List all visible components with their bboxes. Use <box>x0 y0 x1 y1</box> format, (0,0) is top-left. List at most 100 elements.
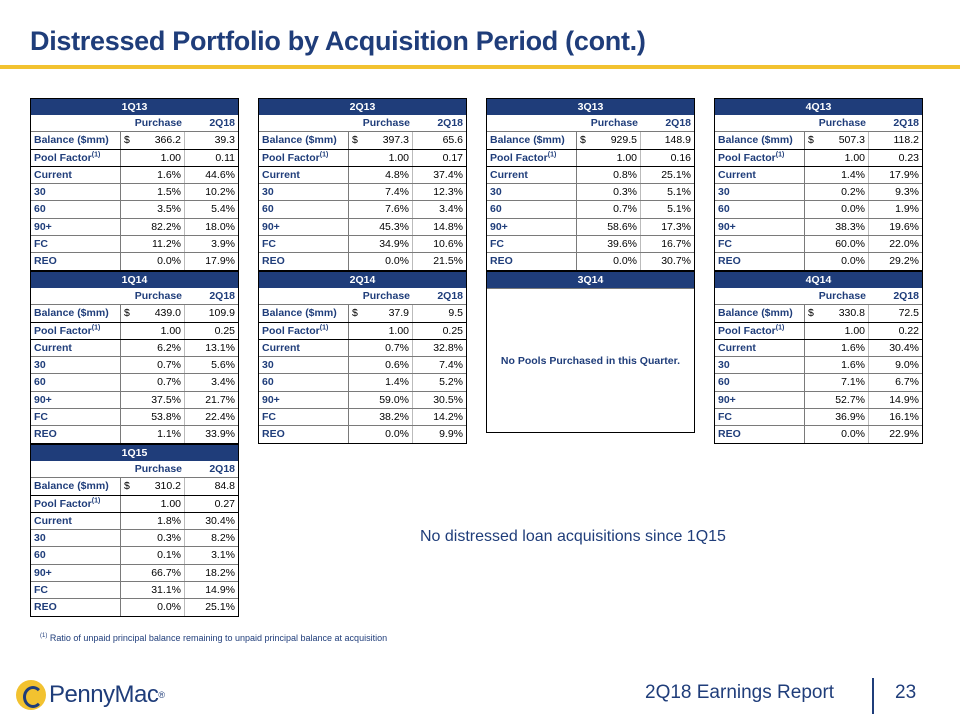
page-number: 23 <box>895 682 917 703</box>
row-label: 30 <box>31 530 121 547</box>
d60-current: 3.1% <box>211 549 235 562</box>
footnote-ref: (1) <box>319 151 329 159</box>
reo-purchase-value: 0.0% <box>841 255 865 268</box>
fc-purchase-value: 31.1% <box>151 584 181 597</box>
d30-purchase: 0.2% <box>805 184 869 201</box>
column-header-current: 2Q18 <box>665 117 691 129</box>
pool-factor-current: 0.17 <box>442 151 463 164</box>
current-current: 13.1% <box>205 341 235 354</box>
row-label: 90+ <box>259 218 349 236</box>
reo-purchase-value: 0.0% <box>157 601 181 614</box>
row-label: Pool Factor(1) <box>259 149 349 166</box>
d60-row: 60 7.1% 6.7% <box>715 373 922 391</box>
pool-factor-purchase-value: 1.00 <box>160 497 181 510</box>
d60-purchase-value: 0.0% <box>841 203 865 216</box>
current-purchase: 0.7% <box>349 339 413 357</box>
quarter-table-2q13: 2Q13 Purchase 2Q18 Balance ($mm) $397.3 65.6 P… <box>258 98 467 271</box>
quarter-table-3q13: 3Q13 Purchase 2Q18 Balance ($mm) $929.5 148.9… <box>486 98 695 271</box>
balance-current: 39.3 <box>214 134 235 147</box>
row-label: Current <box>31 166 121 184</box>
quarter-header: 4Q13 <box>715 99 922 115</box>
row-label: Balance ($mm) <box>31 305 121 322</box>
footnote-ref: (1) <box>547 151 557 159</box>
d30-current: 12.3% <box>433 186 463 199</box>
d60-purchase: 0.7% <box>121 374 185 391</box>
column-header-purchase: Purchase <box>134 463 182 475</box>
row-label: Balance ($mm) <box>715 132 805 149</box>
row-label: 90+ <box>715 391 805 409</box>
pool-factor-row: Pool Factor(1) 1.00 0.22 <box>715 321 922 339</box>
pool-factor-label: Pool Factor <box>34 497 92 510</box>
pool-factor-purchase: 1.00 <box>121 495 185 512</box>
fc-purchase: 53.8% <box>121 409 185 426</box>
row-label: Current <box>31 512 121 530</box>
reo-row: REO 0.0% 29.2% <box>715 252 922 270</box>
column-header-blank <box>259 288 349 304</box>
reo-current: 21.5% <box>433 255 463 268</box>
quarter-table-2q14: 2Q14 Purchase 2Q18 Balance ($mm) $37.9 9.5 Poo… <box>258 271 467 444</box>
current-row: Current 1.6% 30.4% <box>715 338 922 357</box>
row-label: REO <box>31 426 121 443</box>
footer <box>0 662 960 720</box>
balance-current: 84.8 <box>214 480 235 493</box>
footnote-ref: (1) <box>40 633 48 639</box>
reo-purchase-value: 0.0% <box>385 428 409 441</box>
row-label: REO <box>259 253 349 270</box>
d90-current: 18.2% <box>205 566 235 579</box>
footnote-ref: (1) <box>775 324 785 332</box>
column-header-blank <box>715 288 805 304</box>
row-label: Balance ($mm) <box>259 132 349 149</box>
row-label: Balance ($mm) <box>259 305 349 322</box>
current-purchase: 1.8% <box>121 512 185 530</box>
balance-purchase: $366.2 <box>121 132 185 149</box>
quarter-header: 1Q14 <box>31 272 238 288</box>
d90-purchase-value: 59.0% <box>379 393 409 406</box>
quarter-table-1q15: 1Q15 Purchase 2Q18 Balance ($mm) $310.2 84.8 P… <box>30 444 239 617</box>
d30-current: 5.1% <box>667 186 691 199</box>
d90-row: 90+ 59.0% 30.5% <box>259 390 466 409</box>
row-label: 30 <box>487 184 577 201</box>
pool-factor-current: 0.27 <box>214 497 235 510</box>
current-purchase-value: 1.6% <box>841 341 865 354</box>
balance-purchase: $929.5 <box>577 132 641 149</box>
pool-factor-row: Pool Factor(1) 1.00 0.27 <box>31 494 238 512</box>
current-row: Current 1.8% 30.4% <box>31 511 238 530</box>
quarter-header: 3Q13 <box>487 99 694 115</box>
d60-purchase-value: 0.1% <box>157 549 181 562</box>
current-purchase: 0.8% <box>577 166 641 184</box>
row-label: REO <box>715 426 805 443</box>
reo-purchase: 0.0% <box>349 426 413 443</box>
column-header-blank <box>31 288 121 304</box>
d60-row: 60 0.7% 5.1% <box>487 200 694 218</box>
balance-purchase-value: 507.3 <box>838 134 865 147</box>
fc-purchase: 11.2% <box>121 236 185 253</box>
d90-purchase-value: 52.7% <box>835 393 865 406</box>
row-label: 60 <box>259 374 349 391</box>
currency-symbol: $ <box>808 134 814 147</box>
pool-factor-purchase: 1.00 <box>121 322 185 339</box>
pool-factor-purchase: 1.00 <box>577 149 641 166</box>
currency-symbol: $ <box>124 134 130 147</box>
pool-factor-purchase-value: 1.00 <box>844 151 865 164</box>
quarter-header: 1Q13 <box>31 99 238 115</box>
column-header-blank <box>259 115 349 131</box>
column-header-blank <box>715 115 805 131</box>
pennymac-logo: PennyMac ® <box>16 680 165 710</box>
fc-current: 16.1% <box>889 411 919 424</box>
reo-purchase-value: 0.0% <box>157 255 181 268</box>
current-purchase: 4.8% <box>349 166 413 184</box>
column-header-purchase: Purchase <box>134 290 182 302</box>
d60-row: 60 0.1% 3.1% <box>31 546 238 564</box>
balance-purchase-value: 330.8 <box>838 307 865 320</box>
reo-current: 25.1% <box>205 601 235 614</box>
d90-purchase: 58.6% <box>577 218 641 236</box>
quarter-header: 2Q14 <box>259 272 466 288</box>
row-label: 90+ <box>487 218 577 236</box>
d30-row: 30 0.7% 5.6% <box>31 356 238 374</box>
row-label: 90+ <box>31 391 121 409</box>
fc-row: FC 38.2% 14.2% <box>259 408 466 426</box>
currency-symbol: $ <box>352 307 358 320</box>
d30-current: 7.4% <box>439 359 463 372</box>
d90-purchase: 82.2% <box>121 218 185 236</box>
pool-factor-purchase: 1.00 <box>349 322 413 339</box>
